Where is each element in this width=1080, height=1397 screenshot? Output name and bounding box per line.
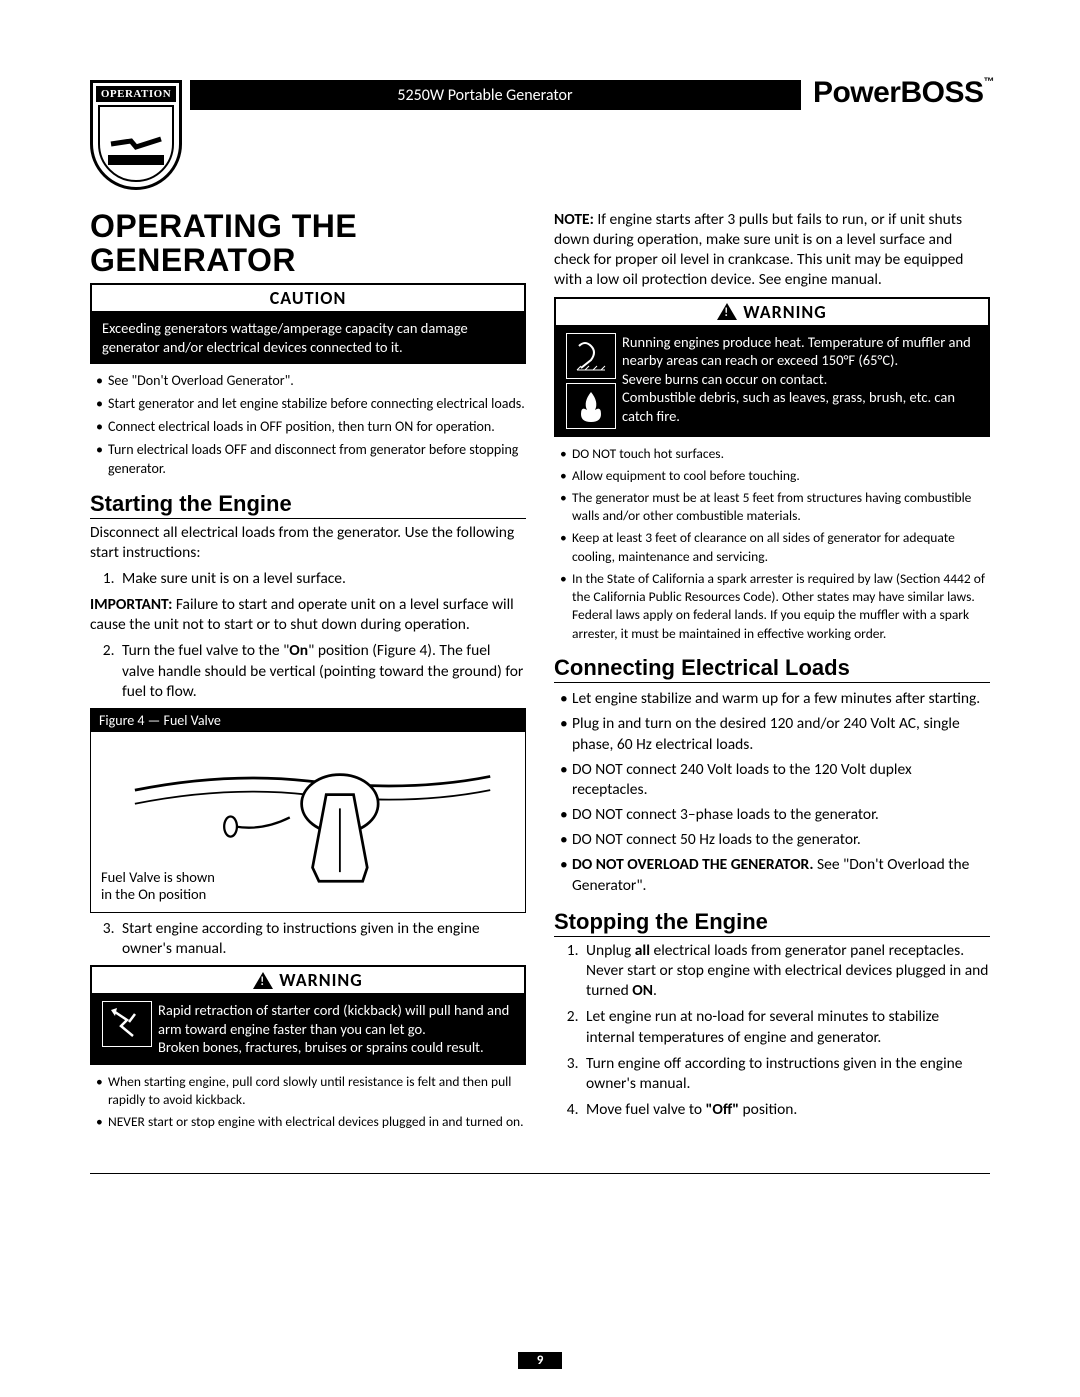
- warning-body: Rapid retraction of starter cord (kickba…: [92, 995, 524, 1063]
- warning-header-2: WARNING: [556, 299, 988, 327]
- list-item: See "Don't Overload Generator".: [90, 372, 526, 391]
- warning-label: WARNING: [279, 969, 363, 991]
- note-paragraph: NOTE: If engine starts after 3 pulls but…: [554, 210, 990, 291]
- connecting-bullets: Let engine stabilize and warm up for a f…: [554, 689, 990, 897]
- list-item: Turn the fuel valve to the "On" position…: [118, 641, 526, 701]
- caution-header: CAUTION: [92, 285, 524, 313]
- important-label: IMPORTANT:: [90, 595, 172, 614]
- warning-box-1: WARNING Rapid retraction of starter cord…: [90, 965, 526, 1065]
- list-item: Unplug all electrical loads from generat…: [582, 941, 990, 1001]
- list-item: Allow equipment to cool before touching.: [554, 467, 990, 485]
- starting-heading: Starting the Engine: [90, 491, 526, 519]
- warning-box-2: WARNING Running engines produce heat. Te…: [554, 297, 990, 437]
- kickback-icon: [102, 1001, 152, 1047]
- list-item: Connect electrical loads in OFF position…: [90, 418, 526, 437]
- list-item: When starting engine, pull cord slowly u…: [90, 1073, 526, 1109]
- important-note: IMPORTANT: Failure to start and operate …: [90, 595, 526, 635]
- warning-body-2: Running engines produce heat. Temperatur…: [556, 327, 988, 435]
- stopping-steps: Unplug all electrical loads from generat…: [554, 941, 990, 1120]
- main-heading: OPERATING THE GENERATOR: [90, 210, 526, 277]
- list-item: Turn engine off according to instruction…: [582, 1054, 990, 1094]
- warning-header: WARNING: [92, 967, 524, 995]
- list-item: In the State of California a spark arres…: [554, 570, 990, 643]
- operation-badge: OPERATION: [90, 80, 182, 190]
- heading-line2: GENERATOR: [90, 242, 296, 278]
- starting-steps: Make sure unit is on a level surface.: [90, 569, 526, 589]
- warning-triangle-icon: [253, 972, 273, 989]
- list-item: DO NOT touch hot surfaces.: [554, 445, 990, 463]
- warning2-text-1: Running engines produce heat. Temperatur…: [622, 333, 978, 370]
- list-item: NEVER start or stop engine with electric…: [90, 1113, 526, 1131]
- fire-icon: [566, 383, 616, 429]
- badge-icon: [98, 105, 174, 182]
- warning-triangle-icon: [717, 303, 737, 320]
- heading-line1: OPERATING THE: [90, 208, 357, 244]
- page-number: 9: [518, 1352, 562, 1369]
- warning1-bullets: When starting engine, pull cord slowly u…: [90, 1073, 526, 1132]
- connecting-heading: Connecting Electrical Loads: [554, 655, 990, 683]
- figure-body: Fuel Valve is shown in the On position: [91, 732, 525, 912]
- stopping-heading: Stopping the Engine: [554, 909, 990, 937]
- figure-note: Fuel Valve is shown in the On position: [101, 869, 215, 904]
- starting-steps-3: Start engine according to instructions g…: [90, 919, 526, 959]
- warning-label: WARNING: [743, 301, 827, 323]
- caution-body: Exceeding generators wattage/amperage ca…: [92, 313, 524, 362]
- starting-intro: Disconnect all electrical loads from the…: [90, 523, 526, 563]
- figure-caption: Figure 4 — Fuel Valve: [91, 709, 525, 732]
- list-item: DO NOT connect 3–phase loads to the gene…: [554, 805, 990, 826]
- note-label: NOTE:: [554, 210, 594, 229]
- list-item: DO NOT connect 240 Volt loads to the 120…: [554, 760, 990, 802]
- figure-4: Figure 4 — Fuel Valve Fuel Valve is show…: [90, 708, 526, 913]
- list-item: Make sure unit is on a level surface.: [118, 569, 526, 589]
- warning2-bullets: DO NOT touch hot surfaces. Allow equipme…: [554, 445, 990, 643]
- hot-surface-icon: [566, 333, 616, 379]
- list-item: Let engine run at no-load for several mi…: [582, 1007, 990, 1047]
- list-item: Keep at least 3 feet of clearance on all…: [554, 529, 990, 565]
- warning2-text-2: Severe burns can occur on contact.: [622, 370, 978, 389]
- starting-steps-2: Turn the fuel valve to the "On" position…: [90, 641, 526, 701]
- brand-text: PowerBOSS: [813, 76, 984, 109]
- page-header: OPERATION 5250W Portable Generator Power…: [90, 80, 990, 190]
- left-column: OPERATING THE GENERATOR CAUTION Exceedin…: [90, 210, 526, 1143]
- content-columns: OPERATING THE GENERATOR CAUTION Exceedin…: [90, 210, 990, 1143]
- badge-label: OPERATION: [96, 86, 176, 102]
- list-item: DO NOT OVERLOAD THE GENERATOR. See "Don'…: [554, 855, 990, 897]
- list-item: Move fuel valve to "Off" position.: [582, 1100, 990, 1120]
- warning-text-1: Rapid retraction of starter cord (kickba…: [158, 1001, 514, 1038]
- list-item: Plug in and turn on the desired 120 and/…: [554, 714, 990, 756]
- list-item: Start generator and let engine stabilize…: [90, 395, 526, 414]
- list-item: Start engine according to instructions g…: [118, 919, 526, 959]
- warning2-text-3: Combustible debris, such as leaves, gras…: [622, 388, 978, 425]
- list-item: The generator must be at least 5 feet fr…: [554, 489, 990, 525]
- trademark-icon: ™: [984, 76, 995, 88]
- product-title: 5250W Portable Generator: [397, 86, 572, 105]
- list-item: DO NOT connect 50 Hz loads to the genera…: [554, 830, 990, 851]
- note-text: If engine starts after 3 pulls but fails…: [554, 210, 963, 289]
- brand-logo: PowerBOSS™: [801, 76, 994, 110]
- list-item: Turn electrical loads OFF and disconnect…: [90, 441, 526, 479]
- caution-box: CAUTION Exceeding generators wattage/amp…: [90, 283, 526, 364]
- caution-bullets: See "Don't Overload Generator". Start ge…: [90, 372, 526, 478]
- warning-text-2: Broken bones, fractures, bruises or spra…: [158, 1038, 514, 1057]
- right-column: NOTE: If engine starts after 3 pulls but…: [554, 210, 990, 1143]
- footer-rule: [90, 1173, 990, 1174]
